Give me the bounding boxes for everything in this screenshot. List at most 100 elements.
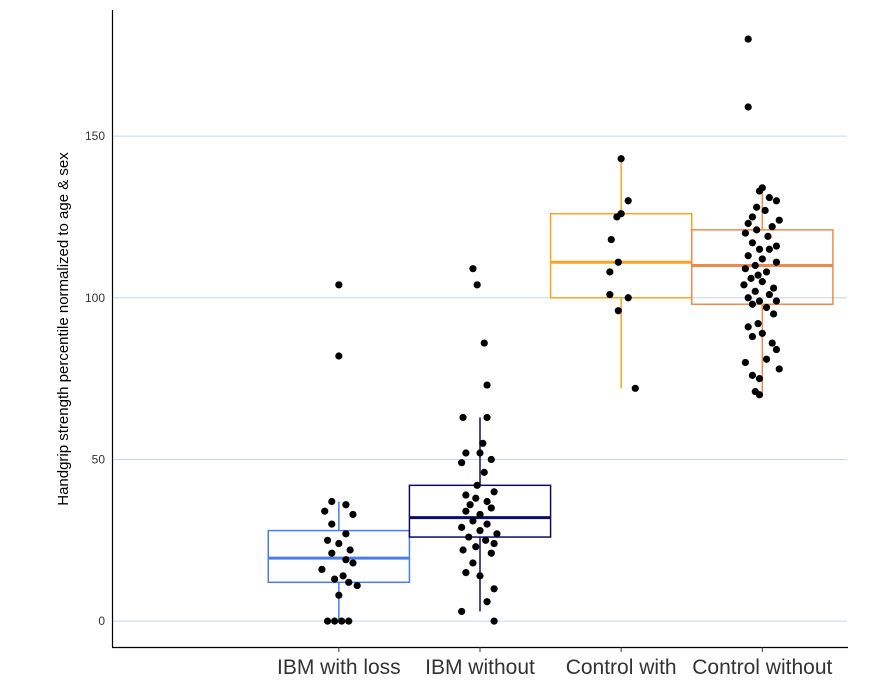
data-point <box>482 536 490 544</box>
data-point <box>753 203 761 211</box>
data-point <box>764 232 772 240</box>
data-point <box>462 449 470 457</box>
y-tick-label: 100 <box>85 291 105 305</box>
y-tick-label: 50 <box>92 452 106 466</box>
data-point <box>345 617 353 625</box>
data-point <box>459 413 467 422</box>
data-point <box>472 494 480 502</box>
data-point <box>748 239 757 247</box>
data-point <box>744 35 752 43</box>
y-tick-labels: 0 50 100 150 <box>85 129 105 628</box>
data-point <box>754 320 762 328</box>
data-point <box>349 559 357 567</box>
data-point <box>761 206 769 215</box>
data-point <box>741 229 749 237</box>
data-point <box>469 559 477 567</box>
data-point <box>772 258 781 266</box>
data-point <box>465 533 473 541</box>
data-point <box>342 501 350 509</box>
data-points <box>318 35 783 625</box>
data-point <box>321 507 329 515</box>
data-point <box>772 297 781 305</box>
x-tick-label: Control without <box>692 656 832 679</box>
data-point <box>762 355 771 363</box>
data-point <box>755 297 764 305</box>
data-point <box>770 310 778 318</box>
data-point <box>762 303 771 312</box>
data-point <box>772 345 781 354</box>
data-point <box>476 510 484 519</box>
data-point <box>466 501 474 509</box>
data-point <box>748 332 757 341</box>
data-point <box>476 526 484 535</box>
data-point <box>346 546 354 554</box>
data-point <box>349 510 357 519</box>
data-point <box>490 488 498 496</box>
data-point <box>331 617 339 625</box>
box-iqr <box>267 529 411 584</box>
data-point <box>335 352 343 360</box>
data-point <box>483 598 491 606</box>
data-point <box>741 358 749 367</box>
data-point <box>487 455 495 464</box>
data-point <box>458 459 466 467</box>
data-point <box>318 565 326 573</box>
data-point <box>775 216 783 224</box>
data-point <box>744 323 752 331</box>
data-point <box>768 223 776 231</box>
x-tick-label: IBM with loss <box>277 656 401 679</box>
data-point <box>758 278 766 286</box>
data-point <box>462 491 470 499</box>
data-point <box>606 290 614 299</box>
data-point <box>493 530 501 538</box>
data-point <box>748 300 757 308</box>
data-point <box>483 381 491 389</box>
data-point <box>614 307 622 315</box>
data-point <box>755 391 764 399</box>
data-point <box>323 536 332 544</box>
data-point <box>772 242 781 250</box>
data-point <box>462 569 470 577</box>
data-point <box>772 197 781 205</box>
data-point <box>775 365 783 373</box>
data-point <box>473 281 481 289</box>
data-point <box>462 507 470 515</box>
y-tick-label: 0 <box>98 614 105 628</box>
gridlines <box>113 135 847 622</box>
data-point <box>607 235 615 244</box>
y-axis-label: Handgrip strength percentile normalized … <box>55 152 72 506</box>
data-point <box>751 261 759 270</box>
data-point <box>458 607 466 616</box>
y-tick-label: 150 <box>85 129 105 143</box>
data-point <box>487 504 495 512</box>
data-point <box>335 281 343 289</box>
data-point <box>762 268 771 276</box>
data-point <box>751 287 759 295</box>
box-control-with <box>549 158 693 389</box>
data-point <box>328 497 336 506</box>
data-point <box>483 520 491 528</box>
data-point <box>614 258 622 266</box>
data-point <box>342 530 350 538</box>
data-point <box>755 187 764 195</box>
data-point <box>338 617 346 625</box>
data-point <box>758 255 766 263</box>
data-point <box>472 543 480 551</box>
data-point <box>335 591 343 599</box>
data-point <box>469 265 477 273</box>
data-point <box>744 103 752 111</box>
data-point <box>748 213 757 221</box>
box-iqr <box>549 212 693 299</box>
data-point <box>748 371 757 379</box>
data-point <box>476 449 484 457</box>
data-point <box>765 290 773 299</box>
data-point <box>335 539 343 548</box>
data-point <box>754 271 762 279</box>
data-point <box>770 284 778 292</box>
data-point <box>345 578 353 586</box>
data-point <box>483 413 491 422</box>
data-point <box>476 572 484 580</box>
data-point <box>342 556 350 564</box>
x-tick-labels: IBM with loss IBM without Control with Cont… <box>277 647 833 679</box>
